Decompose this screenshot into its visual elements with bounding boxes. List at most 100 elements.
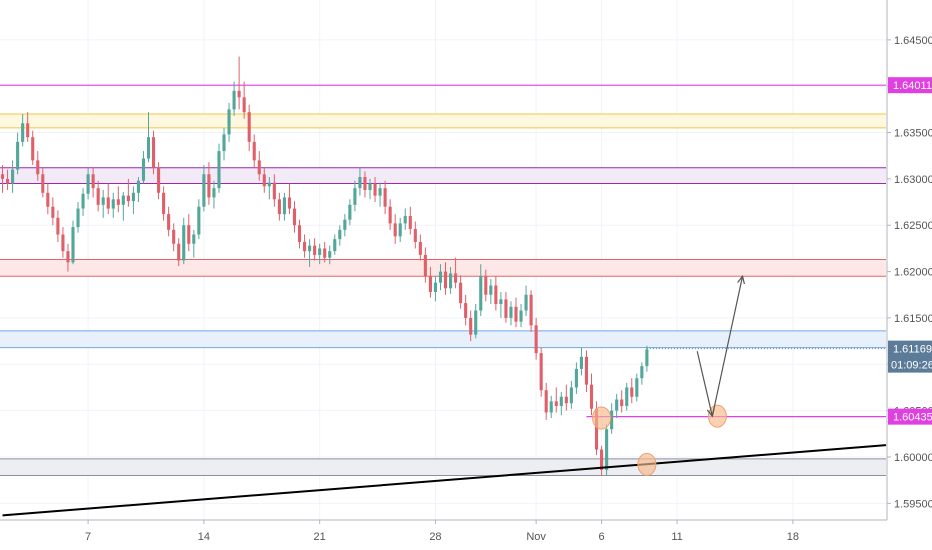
candle-body: [257, 160, 261, 175]
candle-body: [318, 248, 322, 255]
candle-body: [484, 276, 488, 295]
trendline[interactable]: [2, 444, 887, 517]
candle-body: [247, 112, 251, 142]
candle-body: [162, 192, 166, 215]
candle-body: [589, 384, 594, 409]
candles: [0, 56, 649, 476]
candle-body: [504, 299, 508, 318]
candle-body: [303, 241, 307, 252]
candle-body: [26, 123, 30, 138]
candle-body: [151, 137, 156, 168]
candle-body: [534, 325, 538, 354]
candle-body: [267, 182, 271, 187]
candle-body: [323, 248, 327, 258]
candle-body: [519, 310, 523, 322]
candle-body: [262, 174, 266, 187]
candle-body: [16, 141, 20, 170]
candle-body: [66, 251, 70, 263]
candle-body: [383, 188, 387, 207]
price-tick-label: 1.59500: [894, 498, 932, 510]
candle-body: [217, 151, 221, 189]
zone-band: [0, 167, 886, 184]
candle-body: [348, 204, 352, 220]
candle-body: [31, 137, 35, 161]
candle-body: [474, 310, 478, 335]
level-badge-bg: [888, 408, 932, 425]
candle-body: [569, 387, 573, 404]
candle-body: [605, 429, 609, 470]
candle-body: [126, 195, 130, 202]
time-tick-label: 6: [599, 531, 605, 543]
time-axis-background: [0, 520, 887, 550]
candle-body: [479, 276, 483, 311]
price-tick-label: 1.62000: [894, 267, 932, 279]
circle-marker: [637, 452, 657, 476]
candle-body: [368, 183, 372, 191]
candle-body: [177, 243, 181, 261]
price-tick-label: 1.63000: [894, 174, 932, 186]
candle-body: [328, 251, 332, 258]
candle-body: [564, 396, 568, 404]
circle-marker: [592, 406, 612, 430]
candle-body: [76, 208, 80, 228]
time-tick-label: 14: [198, 531, 210, 543]
circle-marker: [707, 404, 727, 428]
arrow-head-up: [737, 274, 745, 285]
candle-body: [167, 214, 171, 230]
zone-band: [0, 259, 886, 277]
candle-body: [403, 215, 407, 224]
time-axis[interactable]: 7 14 21 28 Nov 6 11 18: [0, 519, 887, 550]
candle-body: [544, 390, 548, 413]
candle-body: [333, 239, 337, 252]
candle-body: [81, 193, 85, 209]
candle-body: [363, 177, 367, 191]
countdown-label: 01:09:26: [891, 360, 932, 372]
drawings: [2, 274, 887, 517]
price-axis[interactable]: 1.645001.640001.635001.630001.625001.620…: [886, 0, 932, 550]
candle-body: [539, 353, 543, 391]
candle-body: [101, 197, 105, 205]
candle-body: [111, 199, 115, 209]
candle-body: [116, 199, 120, 205]
candle-body: [625, 387, 629, 406]
candle-body: [615, 399, 619, 411]
candle-body: [51, 206, 55, 218]
candle-body: [645, 349, 649, 367]
price-tick-label: 1.61500: [894, 313, 932, 325]
candle-body: [187, 225, 191, 244]
candle-body: [252, 141, 256, 161]
candle-body: [554, 401, 558, 406]
candle-body: [41, 174, 45, 193]
candle-body: [287, 197, 292, 209]
candle-body: [272, 182, 276, 200]
candle-body: [277, 199, 281, 215]
candle-body: [146, 137, 151, 159]
candle-body: [549, 401, 553, 413]
time-tick-label: 28: [429, 531, 441, 543]
candle-body: [5, 178, 10, 184]
candle-body: [378, 188, 382, 196]
candle-body: [499, 299, 503, 305]
candle-body: [423, 254, 427, 277]
candle-body: [197, 206, 201, 235]
candle-body: [141, 158, 146, 181]
candle-body: [388, 206, 392, 224]
candle-body: [242, 97, 246, 113]
candle-body: [640, 366, 644, 379]
candle-body: [393, 223, 397, 237]
candle-body: [192, 234, 196, 244]
price-tick-label: 1.64500: [894, 35, 932, 47]
candle-body: [182, 225, 186, 261]
current-price-badge: 1.61169: [893, 344, 932, 356]
candle-body: [635, 378, 639, 397]
candle-body: [237, 90, 241, 98]
candle-body: [443, 271, 448, 289]
level-badge: 1.60435: [893, 412, 932, 424]
candle-body: [610, 410, 614, 430]
candle-body: [157, 167, 161, 193]
candle-body: [222, 134, 226, 152]
candle-body: [464, 303, 468, 318]
candle-body: [338, 229, 342, 240]
candle-body: [509, 306, 513, 318]
